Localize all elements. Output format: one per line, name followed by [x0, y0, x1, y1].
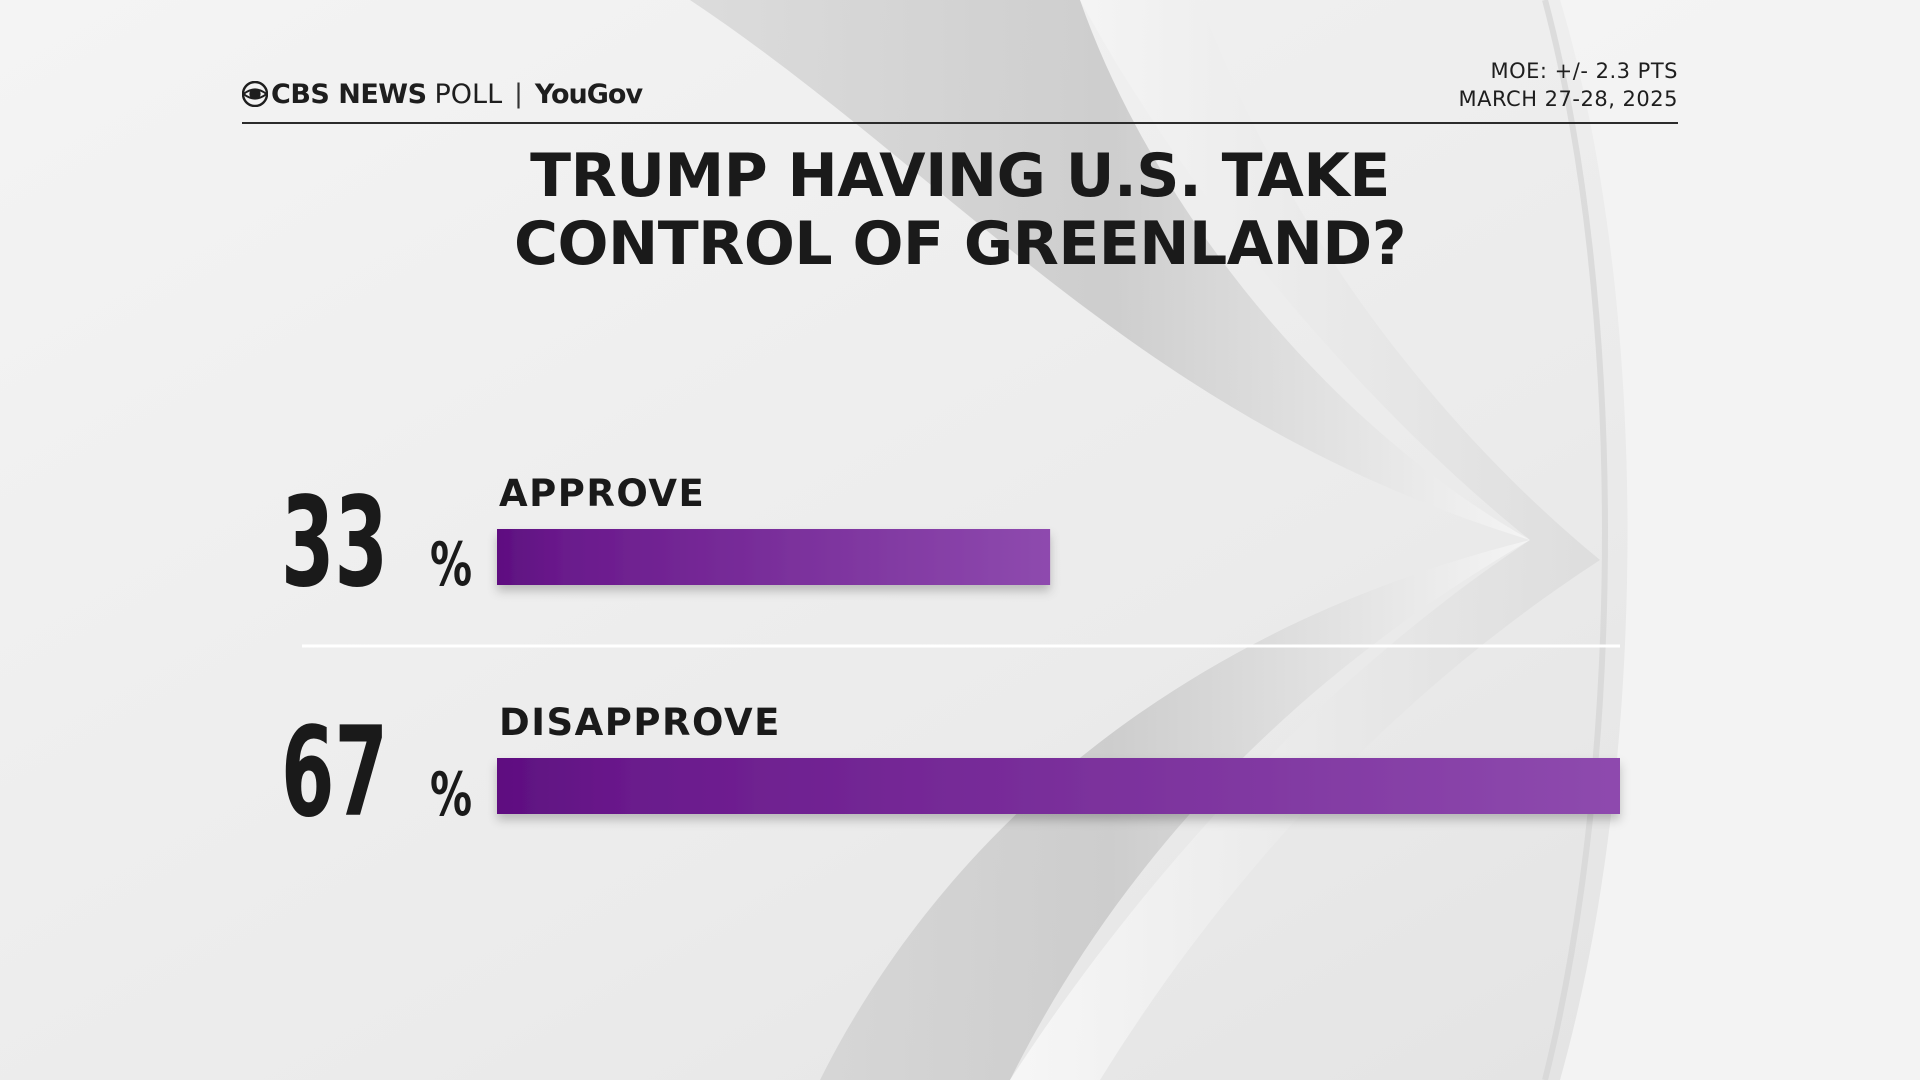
category-label-approve: APPROVE: [499, 472, 705, 515]
partner-name: YouGov: [534, 78, 643, 110]
bar-disapprove: [497, 758, 1620, 814]
chart-title: TRUMP HAVING U.S. TAKE CONTROL OF GREENL…: [0, 142, 1920, 278]
percent-sign-approve: %: [430, 531, 472, 601]
cbs-eye-icon: [242, 81, 268, 107]
poll-date: MARCH 27-28, 2025: [1458, 87, 1678, 111]
chart-title-line-1: TRUMP HAVING U.S. TAKE: [530, 141, 1390, 211]
margin-of-error: MOE: +/- 2.3 PTS: [1490, 59, 1678, 83]
value-label-approve: 33: [281, 471, 388, 615]
percent-sign-disapprove: %: [430, 761, 472, 831]
chart-title-line-2: CONTROL OF GREENLAND?: [513, 209, 1407, 279]
value-label-disapprove: 67: [281, 701, 388, 845]
category-label-disapprove: DISAPPROVE: [499, 701, 781, 744]
header-divider: [242, 122, 1678, 124]
poll-meta: MOE: +/- 2.3 PTS MARCH 27-28, 2025: [1459, 57, 1678, 113]
cbs-yougov-logo: CBS NEWS POLL | YouGov: [242, 76, 643, 112]
poll-label: POLL: [434, 78, 503, 110]
bar-approve: [497, 529, 1051, 585]
brand-name: CBS NEWS: [271, 78, 427, 110]
brand-separator: |: [514, 79, 523, 109]
